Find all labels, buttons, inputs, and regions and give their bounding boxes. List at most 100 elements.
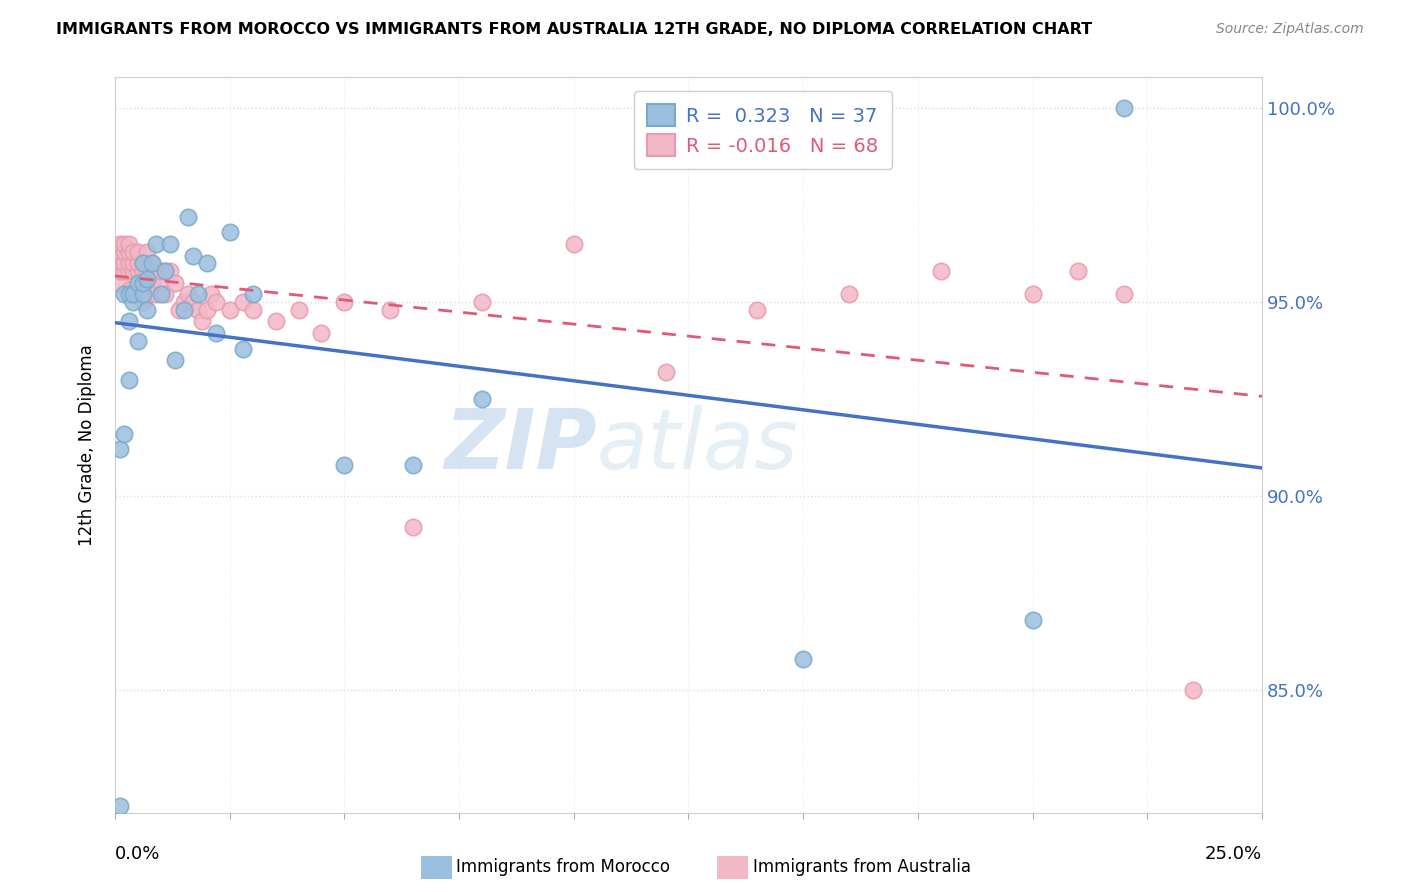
Point	[380, 302, 402, 317]
Point	[747, 302, 769, 317]
Point	[177, 210, 200, 224]
Point	[122, 244, 145, 259]
Point	[136, 244, 159, 259]
Point	[108, 237, 131, 252]
Point	[1114, 287, 1136, 301]
Point	[118, 287, 141, 301]
Point	[136, 302, 159, 317]
Text: atlas: atlas	[596, 405, 799, 486]
Point	[131, 276, 153, 290]
Point	[562, 237, 585, 252]
Point	[145, 287, 167, 301]
Point	[155, 287, 177, 301]
Point	[131, 264, 153, 278]
Point	[118, 373, 141, 387]
Point	[131, 256, 153, 270]
Point	[112, 264, 135, 278]
Point	[191, 314, 214, 328]
Point	[127, 276, 149, 290]
Point	[402, 458, 425, 472]
Point	[149, 276, 172, 290]
Point	[195, 302, 218, 317]
Point	[205, 295, 228, 310]
Point	[232, 342, 254, 356]
Point	[141, 256, 163, 270]
Y-axis label: 12th Grade, No Diploma: 12th Grade, No Diploma	[79, 344, 96, 546]
Point	[112, 237, 135, 252]
Text: 25.0%: 25.0%	[1205, 845, 1263, 863]
Point	[141, 276, 163, 290]
Point	[127, 276, 149, 290]
Point	[122, 295, 145, 310]
Point	[311, 326, 333, 340]
Point	[929, 264, 952, 278]
Text: IMMIGRANTS FROM MOROCCO VS IMMIGRANTS FROM AUSTRALIA 12TH GRADE, NO DIPLOMA CORR: IMMIGRANTS FROM MOROCCO VS IMMIGRANTS FR…	[56, 22, 1092, 37]
Text: 0.0%: 0.0%	[115, 845, 160, 863]
Point	[118, 314, 141, 328]
Point	[242, 287, 264, 301]
Point	[1067, 264, 1090, 278]
Point	[127, 334, 149, 348]
Point	[122, 287, 145, 301]
Point	[200, 287, 222, 301]
Point	[333, 458, 356, 472]
Point	[232, 295, 254, 310]
Point	[127, 256, 149, 270]
Point	[108, 256, 131, 270]
Point	[112, 287, 135, 301]
Point	[112, 244, 135, 259]
Legend: R =  0.323   N = 37, R = -0.016   N = 68: R = 0.323 N = 37, R = -0.016 N = 68	[634, 91, 893, 169]
Point	[1182, 682, 1205, 697]
Point	[136, 272, 159, 286]
Point	[471, 392, 494, 406]
Point	[118, 264, 141, 278]
Point	[181, 295, 204, 310]
Point	[141, 256, 163, 270]
Point	[131, 287, 153, 301]
Text: Immigrants from Australia: Immigrants from Australia	[754, 858, 972, 876]
Point	[1021, 613, 1043, 627]
Point	[155, 264, 177, 278]
Point	[163, 353, 186, 368]
Text: ZIP: ZIP	[444, 405, 596, 486]
Point	[155, 264, 177, 278]
Point	[149, 264, 172, 278]
Point	[118, 256, 141, 270]
Point	[118, 237, 141, 252]
Text: Source: ZipAtlas.com: Source: ZipAtlas.com	[1216, 22, 1364, 37]
Point	[108, 244, 131, 259]
Point	[127, 264, 149, 278]
Point	[108, 276, 131, 290]
Point	[108, 798, 131, 813]
Point	[118, 244, 141, 259]
Point	[118, 284, 141, 298]
Point	[1114, 102, 1136, 116]
Point	[187, 302, 209, 317]
Point	[242, 302, 264, 317]
Point	[173, 302, 195, 317]
Point	[402, 520, 425, 534]
Point	[122, 264, 145, 278]
Point	[218, 302, 240, 317]
Point	[173, 295, 195, 310]
Point	[159, 237, 181, 252]
Point	[471, 295, 494, 310]
Point	[205, 326, 228, 340]
Point	[108, 442, 131, 457]
Point	[149, 287, 172, 301]
Point	[654, 365, 676, 379]
Point	[838, 287, 860, 301]
Point	[145, 264, 167, 278]
Point	[167, 302, 190, 317]
Point	[136, 264, 159, 278]
Point	[136, 287, 159, 301]
Point	[181, 249, 204, 263]
Point	[141, 264, 163, 278]
Point	[127, 244, 149, 259]
Point	[108, 264, 131, 278]
Point	[792, 651, 814, 665]
Point	[131, 276, 153, 290]
Point	[112, 426, 135, 441]
Text: Immigrants from Morocco: Immigrants from Morocco	[457, 858, 671, 876]
Point	[112, 256, 135, 270]
